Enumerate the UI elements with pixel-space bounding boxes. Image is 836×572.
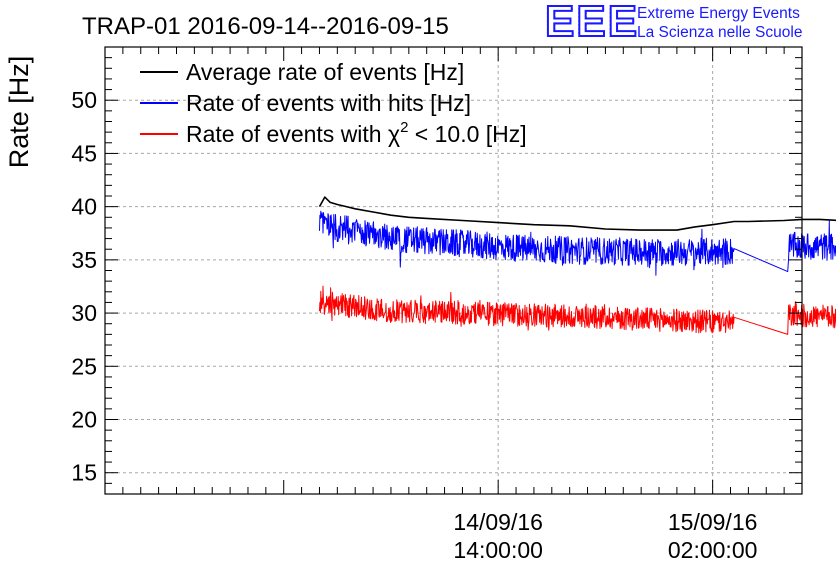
legend: Average rate of events [Hz] Rate of event… xyxy=(140,59,527,147)
legend-label: Rate of events with hits [Hz] xyxy=(186,90,471,116)
y-tick-label: 50 xyxy=(71,87,97,113)
chart-title: TRAP-01 2016-09-14--2016-09-15 xyxy=(82,13,449,40)
logo-caption-line2: La Scienza nelle Scuole xyxy=(637,24,803,41)
series-line xyxy=(318,196,836,231)
x-tick-label-time: 02:00:00 xyxy=(668,537,758,563)
x-tick-label-date: 15/09/16 xyxy=(668,509,758,535)
legend-label-part: Rate of events with χ xyxy=(186,121,400,147)
x-tick-label-date: 14/09/16 xyxy=(453,509,543,535)
eee-logo: EEE Extreme Energy Events La Scienza nel… xyxy=(544,0,830,46)
x-tick-label-time: 14:00:00 xyxy=(453,537,543,563)
y-tick-label: 20 xyxy=(71,407,97,433)
legend-label-superscript: 2 xyxy=(400,119,408,136)
series-line xyxy=(319,285,836,335)
y-tick-label: 35 xyxy=(71,247,97,273)
legend-label-part: < 10.0 [Hz] xyxy=(408,121,526,147)
y-tick-label: 45 xyxy=(71,140,97,166)
legend-label: Rate of events with χ2 < 10.0 [Hz] xyxy=(186,119,527,147)
y-tick-label: 15 xyxy=(71,460,97,486)
y-tick-label: 25 xyxy=(71,353,97,379)
legend-label: Average rate of events [Hz] xyxy=(186,59,464,85)
logo-caption-line1: Extreme Energy Events xyxy=(637,5,800,22)
x-axis: 14/09/1614:00:0015/09/1602:00:0015/09/16… xyxy=(104,47,803,563)
y-tick-label: 40 xyxy=(71,194,97,220)
y-tick-label: 30 xyxy=(71,300,97,326)
y-axis-label: Rate [Hz] xyxy=(4,56,34,169)
eee-logo-letters: EEE xyxy=(544,0,640,46)
series-line xyxy=(319,210,836,276)
data-series xyxy=(318,196,836,335)
y-axis: 15 20 25 30 35 40 45 50 xyxy=(71,46,802,495)
